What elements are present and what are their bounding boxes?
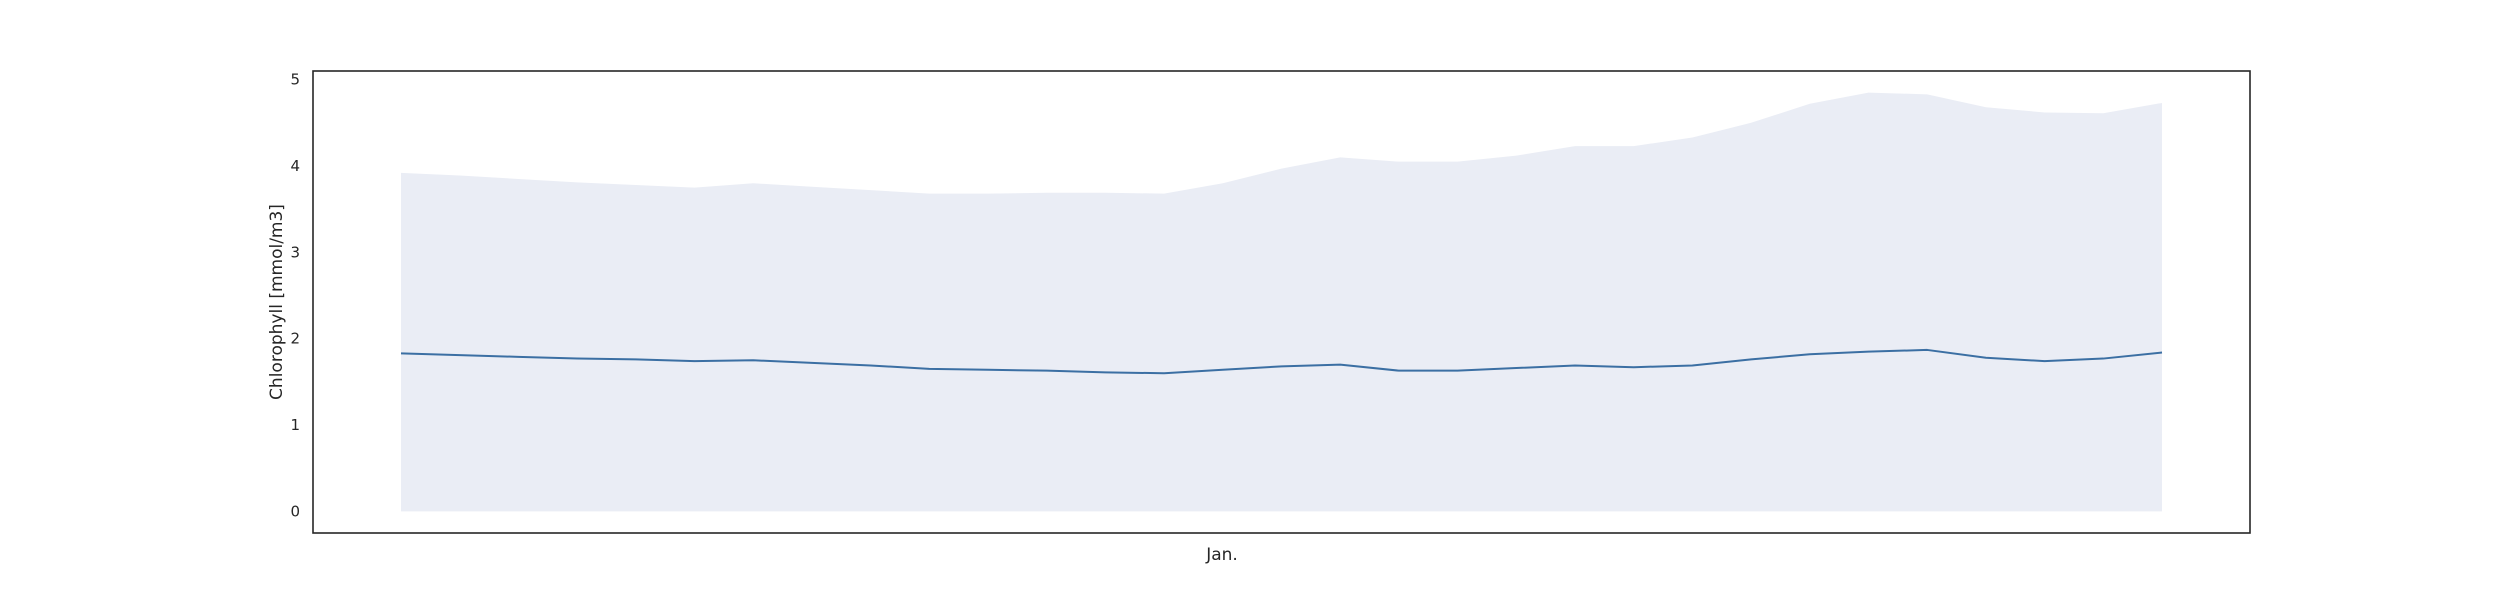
plot-frame — [312, 70, 2251, 534]
y-tick-label: 2 — [290, 330, 300, 348]
y-tick-label: 5 — [290, 71, 300, 89]
spread-band — [401, 92, 2162, 512]
y-tick-label: 1 — [290, 416, 300, 434]
line-layer — [400, 348, 2163, 375]
y-axis-ticks: 0 1 2 3 4 5 — [290, 71, 300, 521]
y-axis-label: Chlorophyll [mmol/m3] — [267, 204, 287, 400]
y-tick-label: 3 — [290, 243, 300, 261]
y-tick-label: 4 — [290, 157, 300, 175]
x-axis-label: Jan. — [1205, 545, 1238, 565]
series-line — [400, 348, 2163, 375]
band-layer — [401, 92, 2162, 512]
y-tick-label: 0 — [290, 502, 300, 520]
